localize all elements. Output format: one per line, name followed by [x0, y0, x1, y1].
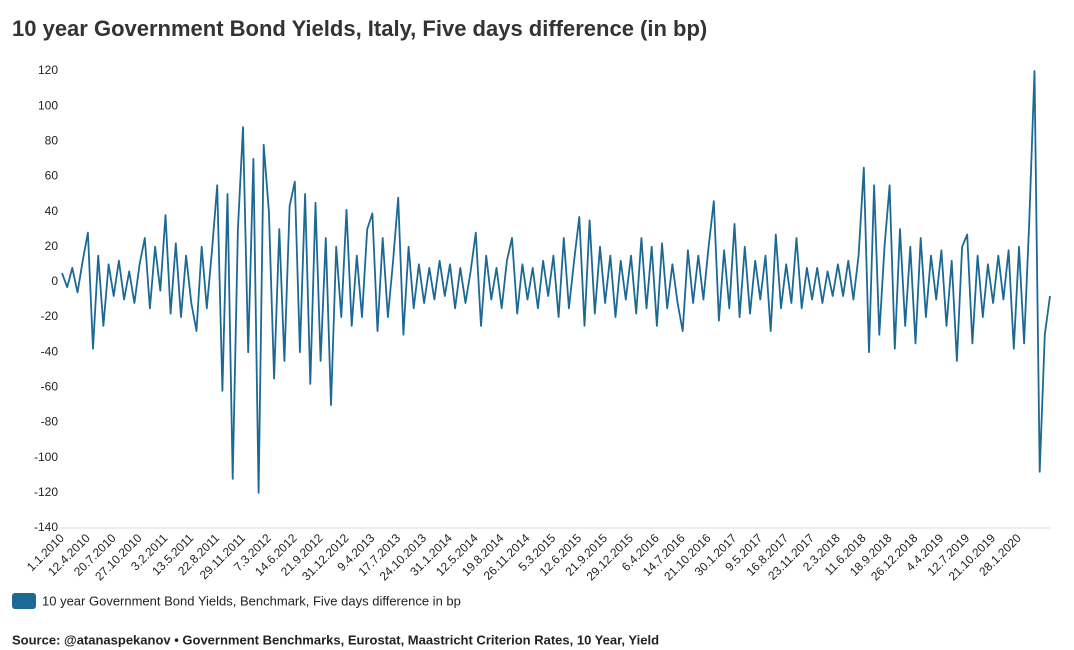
chart-title: 10 year Government Bond Yields, Italy, F… [12, 16, 707, 41]
legend-label: 10 year Government Bond Yields, Benchmar… [42, 593, 461, 608]
y-tick-label: -100 [34, 450, 58, 464]
y-tick-label: 40 [45, 204, 59, 218]
y-tick-label: -60 [41, 380, 59, 394]
y-tick-label: -120 [34, 485, 58, 499]
y-tick-label: -140 [34, 520, 58, 534]
source: Source: @atanaspekanov • Government Benc… [12, 632, 659, 647]
y-tick-label: 100 [38, 98, 58, 112]
series-line [61, 70, 1051, 494]
legend-swatch [12, 593, 36, 609]
y-tick-label: 60 [45, 169, 59, 183]
y-tick-label: -40 [41, 344, 59, 358]
y-tick-label: -20 [41, 309, 59, 323]
y-tick-label: 20 [45, 239, 59, 253]
y-tick-label: -80 [41, 415, 59, 429]
y-tick-label: 0 [51, 274, 58, 288]
y-tick-label: 80 [45, 133, 59, 147]
y-tick-label: 120 [38, 63, 58, 77]
